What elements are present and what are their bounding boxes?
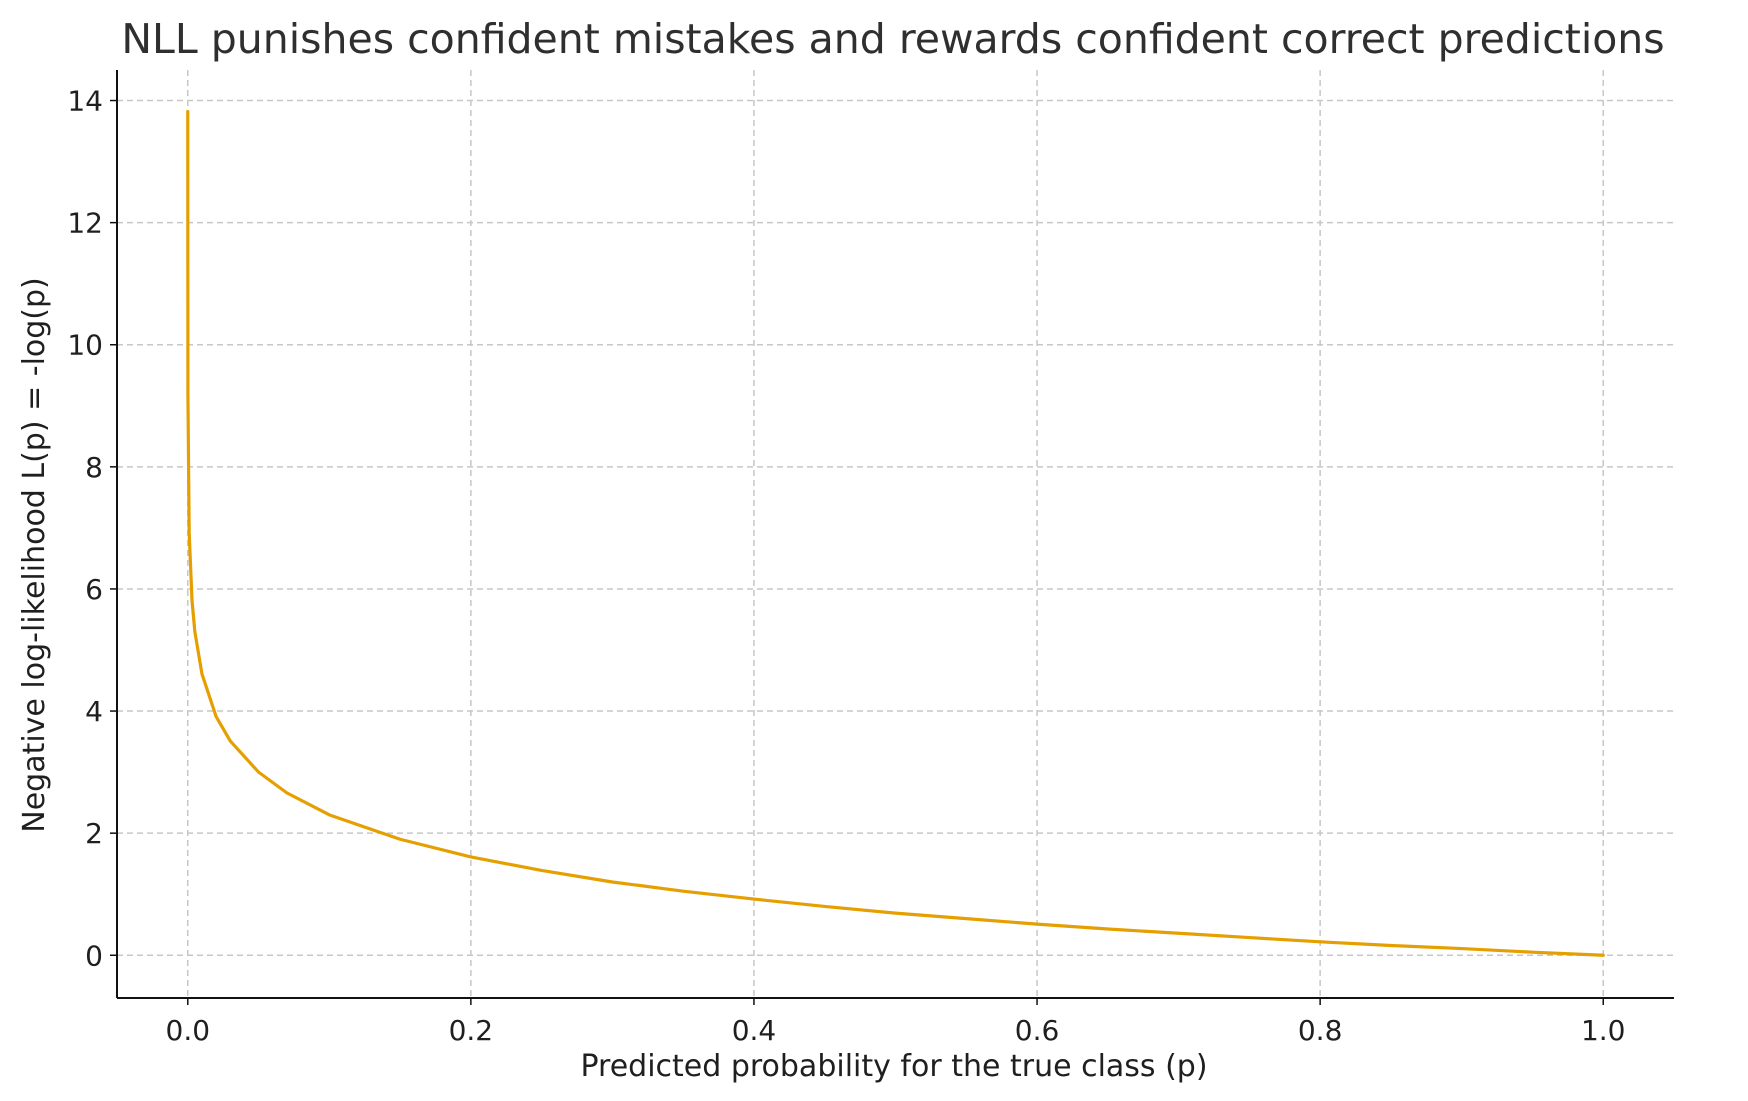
x-tick-label-1: 0.2 <box>449 1014 494 1047</box>
grid-layer <box>117 70 1674 998</box>
chart-title: NLL punishes confident mistakes and rewa… <box>121 15 1664 63</box>
y-tick-label-2: 4 <box>85 695 103 728</box>
y-axis-label: Negative log-likelihood L(p) = -log(p) <box>17 277 52 833</box>
y-tick-label-3: 6 <box>85 573 103 606</box>
ticks-layer: 0.0 0.2 0.4 0.6 0.8 1.0 0 2 4 6 8 10 12 14 <box>67 85 1625 1047</box>
y-tick-label-4: 8 <box>85 451 103 484</box>
x-axis-label: Predicted probability for the true class… <box>580 1049 1207 1084</box>
axes-layer <box>116 70 1674 999</box>
x-tick-label-0: 0.0 <box>166 1014 211 1047</box>
x-tick-label-3: 0.6 <box>1015 1014 1060 1047</box>
series-line-0 <box>186 109 1605 957</box>
x-tick-label-4: 0.8 <box>1298 1014 1343 1047</box>
series-layer <box>186 109 1605 957</box>
y-tick-label-6: 12 <box>67 207 103 240</box>
y-tick-label-1: 2 <box>85 817 103 850</box>
x-tick-label-2: 0.4 <box>732 1014 777 1047</box>
y-tick-label-0: 0 <box>85 939 103 972</box>
y-tick-label-5: 10 <box>67 329 103 362</box>
y-tick-label-7: 14 <box>67 85 103 118</box>
x-tick-label-5: 1.0 <box>1581 1014 1626 1047</box>
